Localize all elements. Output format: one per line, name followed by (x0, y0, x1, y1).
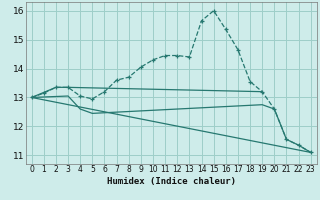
X-axis label: Humidex (Indice chaleur): Humidex (Indice chaleur) (107, 177, 236, 186)
